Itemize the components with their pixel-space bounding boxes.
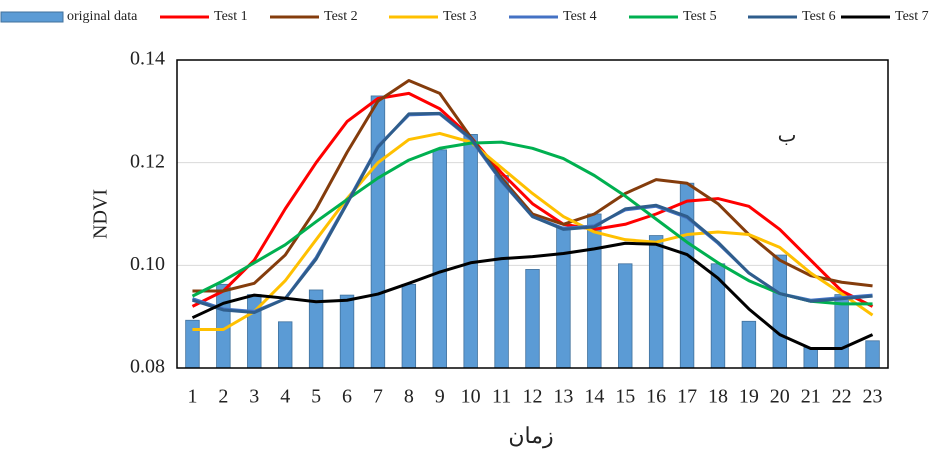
bar [339, 294, 355, 369]
legend-label: original data [67, 9, 138, 24]
plot-border [176, 59, 889, 369]
x-tick-label: 23 [863, 386, 883, 408]
bar [556, 226, 571, 369]
legend-label: Test 5 [683, 9, 717, 24]
x-tick-label: 5 [311, 386, 321, 408]
x-tick-label: 14 [584, 386, 604, 408]
x-tick-label: 21 [801, 386, 821, 408]
x-tick-label: 6 [342, 386, 352, 408]
bar [185, 319, 200, 369]
bar [432, 149, 447, 369]
bar [834, 294, 849, 369]
bar [772, 254, 788, 369]
x-tick-label: 20 [770, 386, 790, 408]
bar [463, 134, 478, 369]
bar [648, 235, 664, 369]
bar [494, 175, 509, 369]
legend-label: Test 3 [443, 9, 477, 24]
y-tick-label: 0.14 [130, 48, 165, 70]
bar [618, 263, 633, 369]
x-tick-label: 7 [373, 386, 383, 408]
legend-label: Test 7 [895, 9, 929, 24]
bar [587, 213, 602, 369]
x-tick-label: 1 [187, 386, 197, 408]
legend-label: Test 2 [324, 9, 358, 24]
x-tick-label: 15 [615, 386, 635, 408]
y-tick-label: 0.08 [130, 356, 165, 378]
y-tick-label: 0.12 [130, 150, 165, 172]
x-tick-label: 8 [404, 386, 414, 408]
bar [277, 321, 293, 369]
bar [401, 283, 417, 369]
line [191, 91, 874, 308]
x-tick-label: 22 [832, 386, 852, 408]
x-tick-label: 9 [435, 386, 445, 408]
line [192, 111, 873, 315]
x-axis-label: زمان [508, 423, 553, 449]
y-axis-label: NDVI [90, 189, 112, 239]
bar [865, 340, 880, 369]
line [191, 140, 873, 306]
x-tick-label: 11 [492, 386, 511, 408]
legend-label: Test 1 [214, 9, 248, 24]
bar [679, 182, 695, 369]
bar [525, 269, 540, 369]
annotation: ب [778, 125, 797, 147]
line [191, 241, 874, 350]
line [192, 131, 874, 331]
x-tick-label: 17 [677, 386, 697, 408]
legend-label: Test 6 [802, 9, 836, 24]
bar [803, 347, 818, 369]
x-tick-label: 10 [461, 386, 481, 408]
x-tick-label: 4 [280, 386, 290, 408]
x-tick-label: 16 [646, 386, 666, 408]
x-tick-label: 18 [708, 386, 728, 408]
legend-swatch [0, 11, 64, 23]
bar [370, 95, 386, 369]
x-tick-label: 3 [249, 386, 259, 408]
legend-label: Test 4 [563, 9, 597, 24]
x-tick-label: 13 [553, 386, 573, 408]
x-tick-label: 12 [523, 386, 543, 408]
y-tick-label: 0.10 [130, 253, 165, 275]
x-tick-label: 19 [739, 386, 759, 408]
line [192, 79, 873, 293]
x-tick-label: 2 [218, 386, 228, 408]
bar [741, 320, 757, 369]
